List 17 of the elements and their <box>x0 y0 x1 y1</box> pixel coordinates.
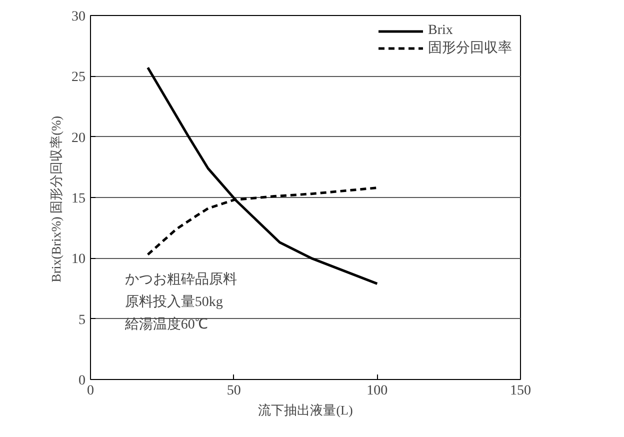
legend-label: 固形分回収率 <box>428 39 512 57</box>
annotation: 給湯温度60℃ <box>124 316 208 333</box>
legend-label: Brix <box>428 23 453 39</box>
y-tick-label: 25 <box>72 70 86 86</box>
y-tick-label: 20 <box>72 130 86 146</box>
x-tick-label: 150 <box>510 384 531 398</box>
y-tick-label: 15 <box>72 192 86 206</box>
y-tick-label: 10 <box>72 252 86 268</box>
x-tick-label: 100 <box>366 384 388 398</box>
y-tick-label: 0 <box>78 374 86 388</box>
x-tick-label: 50 <box>226 384 241 398</box>
y-tick-label: 30 <box>72 10 86 24</box>
y-axis-title: Brix(Brix%) 固形分回収率(%) <box>48 116 64 282</box>
annotation: かつお粗砕品原料 <box>124 272 237 288</box>
y-tick-label: 5 <box>78 312 86 328</box>
x-axis-title: 流下抽出液量(L) <box>258 402 353 418</box>
annotation: 原料投入量50kg <box>124 294 223 310</box>
